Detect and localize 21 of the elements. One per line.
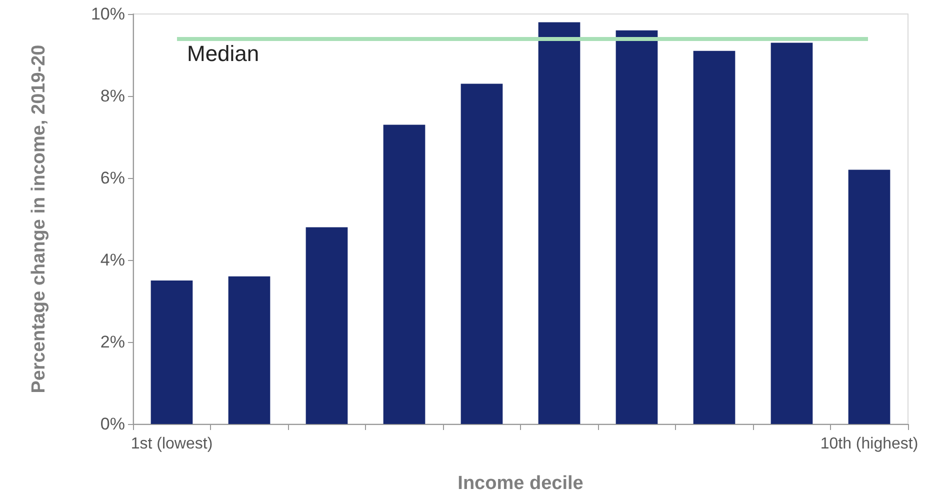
bar xyxy=(848,170,890,424)
bar xyxy=(770,42,813,424)
x-axis-title: Income decile xyxy=(458,473,584,494)
ref-line-label: Median xyxy=(187,41,260,66)
y-axis-title: Percentage change in income, 2019-20 xyxy=(28,44,50,394)
bar xyxy=(228,276,270,424)
bar xyxy=(150,280,193,424)
y-tick-label: 2% xyxy=(100,332,125,352)
x-tick-label: 1st (lowest) xyxy=(130,436,213,452)
y-tick-label: 4% xyxy=(100,250,125,270)
bar xyxy=(383,124,426,424)
bar xyxy=(460,84,503,424)
y-tick-label: 10% xyxy=(90,4,125,24)
bar xyxy=(616,30,658,424)
y-tick-label: 8% xyxy=(100,86,125,106)
bar xyxy=(306,227,348,424)
x-tick-label: 10th (highest) xyxy=(820,436,918,452)
bar xyxy=(693,50,736,424)
bar xyxy=(538,22,580,424)
y-tick-label: 0% xyxy=(100,414,125,434)
y-tick-label: 6% xyxy=(100,168,125,188)
